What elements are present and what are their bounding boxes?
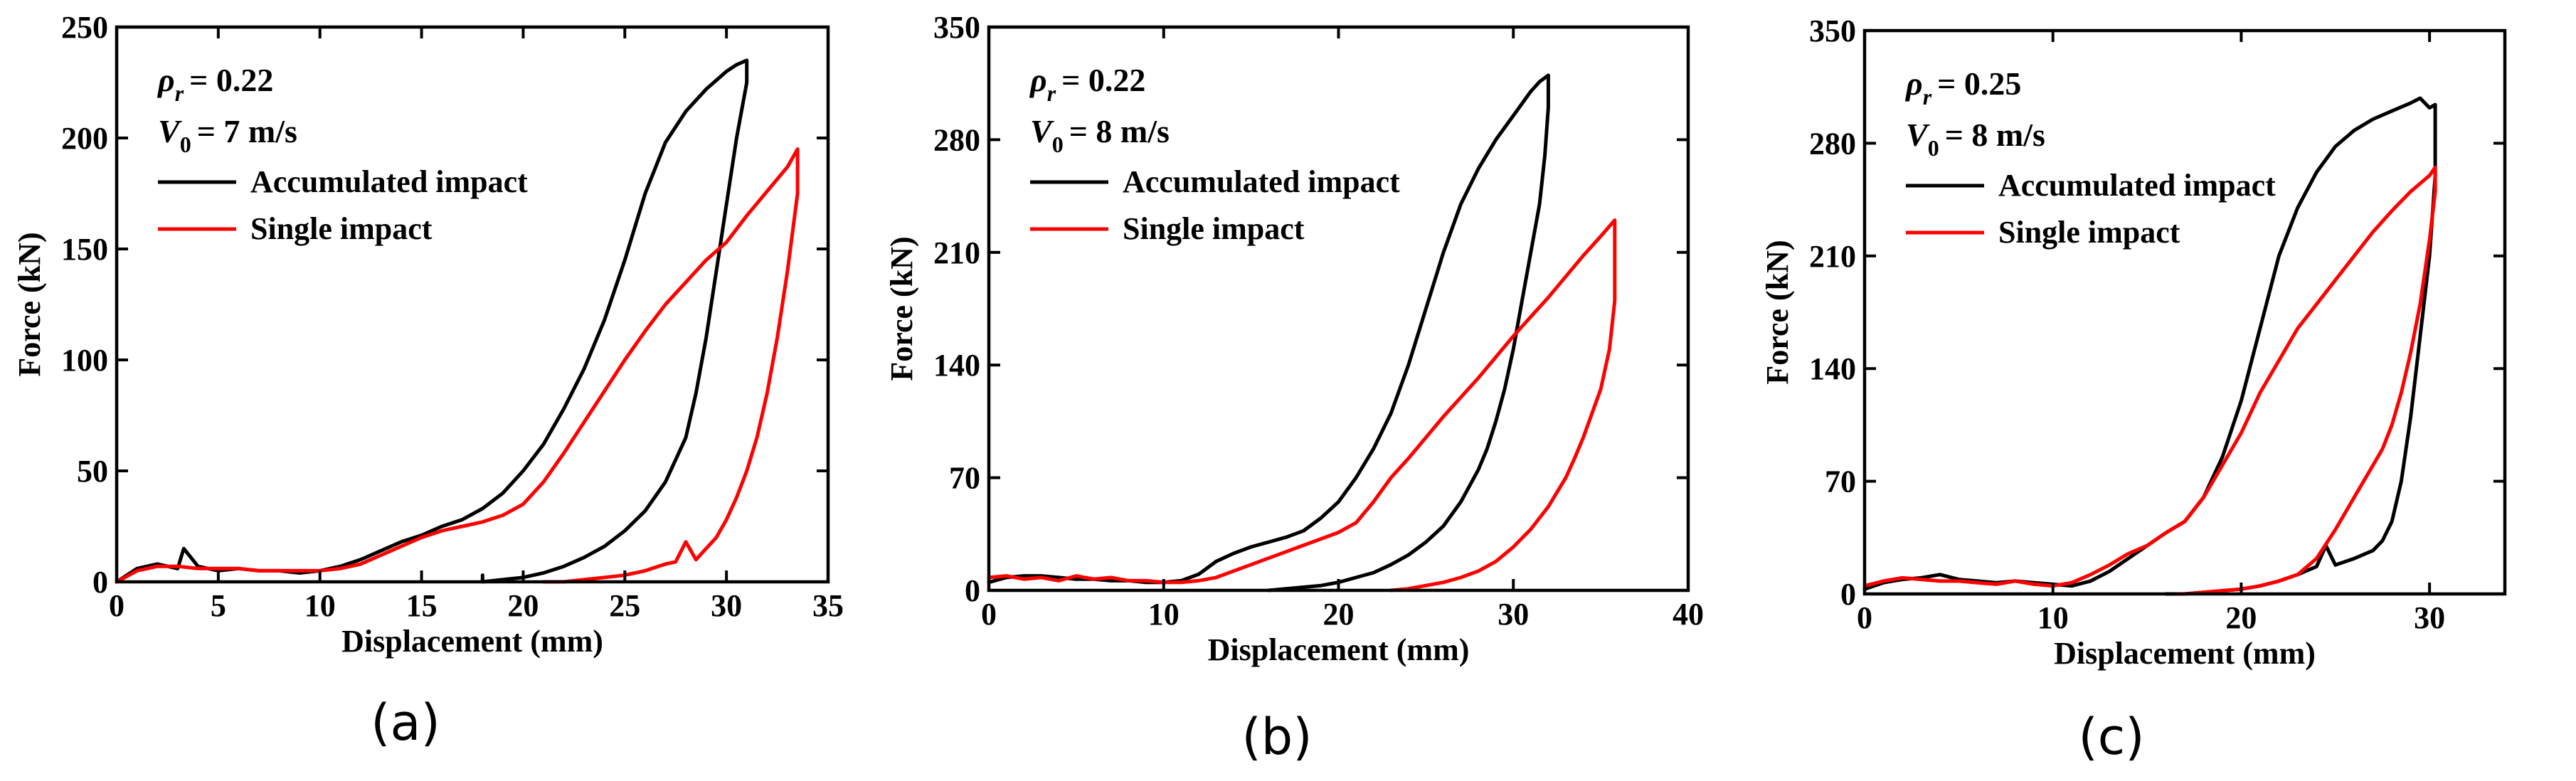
velocity-annotation: V0 = 7 m/s xyxy=(158,113,297,157)
y-tick-label: 0 xyxy=(965,573,980,608)
x-tick-label: 40 xyxy=(1673,597,1704,632)
y-tick-label: 70 xyxy=(1825,464,1856,499)
x-tick-label: 20 xyxy=(507,588,539,623)
y-tick-label: 350 xyxy=(1809,14,1856,48)
y-axis-title: Force (kN) xyxy=(884,236,919,381)
y-tick-label: 200 xyxy=(61,121,108,156)
y-tick-label: 140 xyxy=(1809,351,1856,386)
x-tick-label: 10 xyxy=(2037,600,2069,635)
panel-a: 0 5 10 15 20 25 30 35 0 50 100 150 200 250 Displacemen… xyxy=(12,10,844,752)
y-axis-title: Force (kN) xyxy=(1760,240,1795,384)
y-tick-label: 250 xyxy=(61,10,108,45)
y-tick-label: 50 xyxy=(77,454,108,489)
y-tick-label: 70 xyxy=(949,461,980,496)
y-tick-label: 280 xyxy=(933,122,980,157)
y-tick-label: 100 xyxy=(61,343,108,378)
legend-label-accumulated: Accumulated impact xyxy=(1998,168,2276,203)
y-tick-label: 140 xyxy=(933,348,980,383)
legend-label-single: Single impact xyxy=(1998,215,2180,250)
panel-label: (a) xyxy=(371,694,440,752)
plot-frame xyxy=(115,25,830,584)
rho-annotation: ρr = 0.25 xyxy=(1904,65,2021,110)
single-impact-line xyxy=(987,218,1617,593)
x-tick-label: 30 xyxy=(2414,600,2445,635)
rho-annotation: ρr = 0.22 xyxy=(1029,62,1145,106)
y-tick-label: 210 xyxy=(1809,239,1856,274)
plot-frame xyxy=(1862,28,2507,596)
x-tick-label: 35 xyxy=(812,588,844,623)
single-impact-line xyxy=(1862,165,2437,596)
y-tick-label: 0 xyxy=(92,565,108,600)
legend-label-single: Single impact xyxy=(250,211,433,246)
x-tick-label: 20 xyxy=(2225,600,2257,635)
y-tick-label: 0 xyxy=(1840,577,1856,612)
x-tick-label: 0 xyxy=(109,588,124,623)
x-tick-label: 30 xyxy=(711,588,742,623)
x-axis-title: Displacement (mm) xyxy=(2054,636,2316,671)
x-tick-label: 0 xyxy=(1857,600,1872,635)
single-impact-line xyxy=(115,147,800,584)
panel-label: (c) xyxy=(2078,708,2144,766)
velocity-annotation: V0 = 8 m/s xyxy=(1906,117,2045,161)
y-tick-label: 280 xyxy=(1809,126,1856,161)
panel-label: (b) xyxy=(1241,708,1312,766)
accumulated-impact-line xyxy=(987,73,1550,593)
x-tick-label: 15 xyxy=(406,588,438,623)
x-tick-label: 0 xyxy=(981,597,997,632)
y-tick-label: 150 xyxy=(61,232,108,267)
y-tick-label: 210 xyxy=(933,235,980,270)
x-tick-label: 20 xyxy=(1323,597,1355,632)
x-tick-label: 25 xyxy=(609,588,640,623)
x-tick-label: 10 xyxy=(304,588,336,623)
x-tick-label: 30 xyxy=(1498,597,1529,632)
panel-c: 0 10 20 30 0 70 140 210 280 350 Displacement (mm) F… xyxy=(1760,14,2507,766)
legend-label-accumulated: Accumulated impact xyxy=(1123,164,1400,199)
x-tick-label: 5 xyxy=(211,588,226,623)
x-axis-title: Displacement (mm) xyxy=(341,624,603,659)
x-axis-title: Displacement (mm) xyxy=(1208,632,1470,667)
x-tick-label: 10 xyxy=(1148,597,1180,632)
legend-label-single: Single impact xyxy=(1123,211,1305,246)
legend-label-accumulated: Accumulated impact xyxy=(250,164,528,199)
rho-annotation: ρr = 0.22 xyxy=(157,62,273,106)
panel-b: 0 10 20 30 40 0 70 140 210 280 350 Displacement (mm… xyxy=(884,10,1704,766)
y-axis-title: Force (kN) xyxy=(12,232,47,376)
y-tick-label: 350 xyxy=(933,10,980,45)
velocity-annotation: V0 = 8 m/s xyxy=(1030,113,1170,157)
plot-frame xyxy=(987,25,1690,593)
